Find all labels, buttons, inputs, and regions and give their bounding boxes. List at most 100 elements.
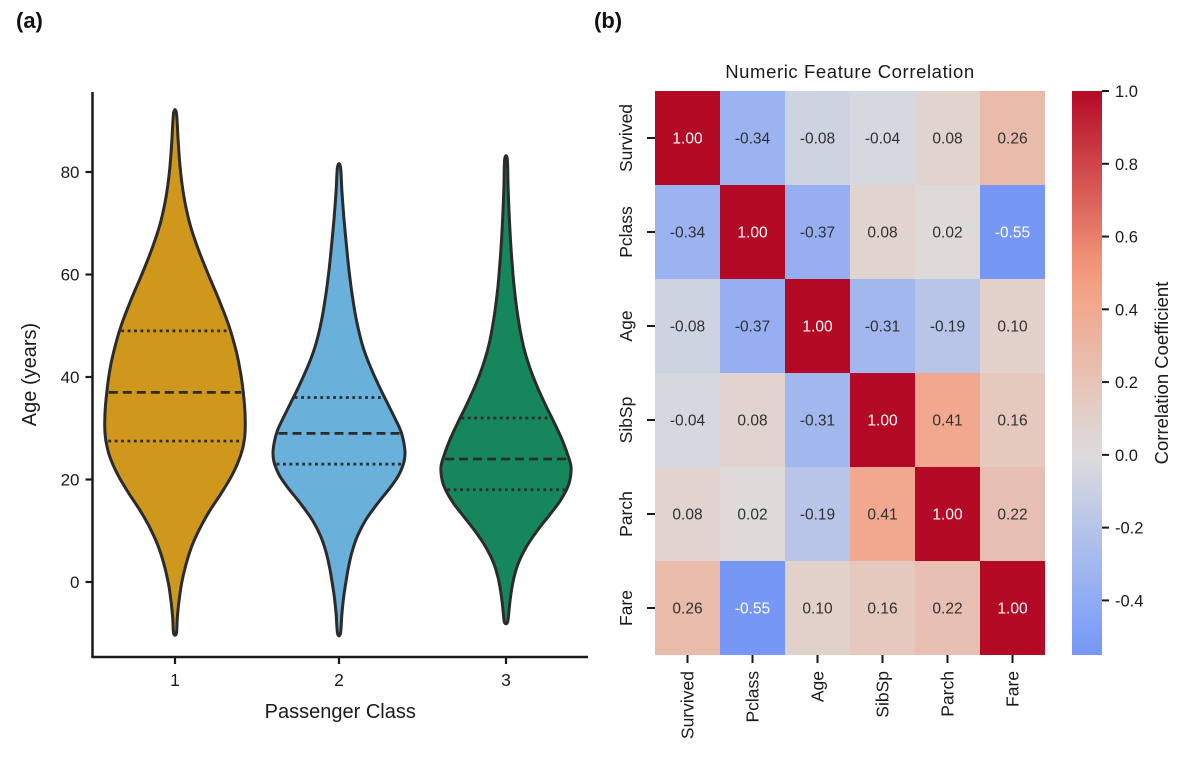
x-axis-label: Passenger Class bbox=[265, 701, 416, 723]
x-tick-label: 3 bbox=[501, 670, 511, 690]
heatmap-cell-SibSp-Age bbox=[785, 373, 850, 467]
heatmap-cell-Survived-SibSp bbox=[850, 91, 915, 185]
heatmap-cell-Fare-SibSp bbox=[850, 561, 915, 655]
col-label-Pclass: Pclass bbox=[743, 671, 763, 723]
heatmap-cell-Survived-Survived bbox=[655, 91, 720, 185]
heatmap-cell-SibSp-Pclass bbox=[720, 373, 785, 467]
heatmap-cell-value: -0.55 bbox=[995, 225, 1030, 242]
heatmap-cell-SibSp-Fare bbox=[980, 373, 1045, 467]
colorbar-label: Correlation Coefficient bbox=[1151, 282, 1172, 465]
heatmap-cell-Survived-Parch bbox=[915, 91, 980, 185]
col-label-Parch: Parch bbox=[938, 671, 958, 717]
heatmap-cell-Pclass-Age bbox=[785, 185, 850, 279]
row-label-Pclass: Pclass bbox=[616, 206, 636, 258]
heatmap-cell-Parch-Age bbox=[785, 467, 850, 561]
heatmap-title: Numeric Feature Correlation bbox=[725, 61, 975, 82]
heatmap-cell-value: 0.22 bbox=[932, 601, 962, 618]
heatmap-cell-value: -0.31 bbox=[800, 413, 835, 430]
y-tick-label: 80 bbox=[61, 163, 80, 182]
heatmap-cell-Age-Survived bbox=[655, 279, 720, 373]
correlation-heatmap: Numeric Feature Correlation 1.00 -0.34 -0.0… bbox=[616, 61, 1172, 739]
y-axis-label: Age (years) bbox=[19, 323, 41, 426]
heatmap-cell-value: 0.02 bbox=[737, 507, 767, 524]
panel-b-label: (b) bbox=[594, 8, 623, 33]
colorbar-tick-label: -0.4 bbox=[1115, 592, 1143, 610]
heatmap-cell-value: -0.19 bbox=[930, 319, 965, 336]
heatmap-cell-value: 0.26 bbox=[997, 131, 1027, 148]
heatmap-cell-Parch-Survived bbox=[655, 467, 720, 561]
y-tick-label: 60 bbox=[61, 266, 80, 285]
heatmap-cell-value: -0.37 bbox=[800, 225, 835, 242]
heatmap-cell-value: -0.34 bbox=[735, 131, 771, 148]
violin-class-3 bbox=[439, 154, 573, 626]
heatmap-cell-value: 0.22 bbox=[997, 507, 1027, 524]
heatmap-cell-value: 1.00 bbox=[997, 601, 1028, 618]
heatmap-cell-Pclass-SibSp bbox=[850, 185, 915, 279]
colorbar-tick-label: 0.4 bbox=[1115, 301, 1138, 319]
heatmap-cell-value: 0.16 bbox=[867, 601, 897, 618]
heatmap-cell-Fare-Parch bbox=[915, 561, 980, 655]
heatmap-cell-value: 1.00 bbox=[737, 225, 768, 242]
heatmap-cell-Age-SibSp bbox=[850, 279, 915, 373]
row-label-SibSp: SibSp bbox=[616, 397, 636, 444]
panel-a-label: (a) bbox=[16, 8, 43, 33]
heatmap-cell-value: 0.10 bbox=[997, 319, 1028, 336]
violin-class-1 bbox=[103, 108, 247, 637]
heatmap-cell-Age-Pclass bbox=[720, 279, 785, 373]
row-label-Age: Age bbox=[616, 310, 636, 341]
heatmap-cell-value: -0.55 bbox=[735, 601, 770, 618]
heatmap-cell-value: -0.04 bbox=[670, 413, 706, 430]
heatmap-cell-value: 0.08 bbox=[737, 413, 767, 430]
row-label-Parch: Parch bbox=[616, 491, 636, 537]
heatmap-cell-value: 1.00 bbox=[932, 507, 963, 524]
heatmap-cell-Age-Parch bbox=[915, 279, 980, 373]
heatmap-cell-Fare-Fare bbox=[980, 561, 1045, 655]
heatmap-cell-SibSp-SibSp bbox=[850, 373, 915, 467]
heatmap-cell-Age-Fare bbox=[980, 279, 1045, 373]
heatmap-cell-Survived-Pclass bbox=[720, 91, 785, 185]
heatmap-cell-Fare-Age bbox=[785, 561, 850, 655]
heatmap-cell-value: -0.31 bbox=[865, 319, 900, 336]
colorbar-tick-label: 1.0 bbox=[1115, 83, 1138, 101]
heatmap-cell-value: -0.08 bbox=[800, 131, 835, 148]
colorbar-tick-label: 0.2 bbox=[1115, 374, 1138, 392]
heatmap-cell-Pclass-Survived bbox=[655, 185, 720, 279]
heatmap-cell-Fare-Pclass bbox=[720, 561, 785, 655]
heatmap-cell-value: 1.00 bbox=[672, 131, 703, 148]
heatmap-cell-value: 0.41 bbox=[867, 507, 897, 524]
heatmap-cell-value: 0.08 bbox=[932, 131, 962, 148]
violin-plot: 0 20 40 60 80 1 2 3 Passenger Class Age (years) bbox=[19, 92, 588, 723]
heatmap-cell-value: 0.26 bbox=[672, 601, 702, 618]
heatmap-cell-value: 0.08 bbox=[672, 507, 702, 524]
y-tick-label: 40 bbox=[61, 368, 80, 387]
heatmap-cell-value: 0.16 bbox=[997, 413, 1027, 430]
col-label-Fare: Fare bbox=[1003, 671, 1023, 707]
heatmap-cell-value: 0.08 bbox=[867, 225, 897, 242]
heatmap-cell-value: -0.04 bbox=[865, 131, 901, 148]
heatmap-cell-Pclass-Fare bbox=[980, 185, 1045, 279]
heatmap-cell-Parch-Pclass bbox=[720, 467, 785, 561]
heatmap-cell-value: -0.34 bbox=[670, 225, 706, 242]
colorbar-tick-label: 0.8 bbox=[1115, 156, 1138, 174]
heatmap-cell-Pclass-Pclass bbox=[720, 185, 785, 279]
col-label-Survived: Survived bbox=[678, 671, 698, 739]
colorbar-tick-label: 0.0 bbox=[1115, 447, 1138, 465]
row-label-Survived: Survived bbox=[616, 104, 636, 172]
y-tick-label: 20 bbox=[61, 471, 80, 490]
heatmap-cell-Parch-Parch bbox=[915, 467, 980, 561]
heatmap-cell-SibSp-Survived bbox=[655, 373, 720, 467]
heatmap-cell-Survived-Fare bbox=[980, 91, 1045, 185]
heatmap-cell-SibSp-Parch bbox=[915, 373, 980, 467]
heatmap-cell-value: 0.10 bbox=[802, 601, 833, 618]
heatmap-cell-value: 1.00 bbox=[867, 413, 898, 430]
violin-class-2 bbox=[271, 162, 407, 638]
heatmap-cell-Pclass-Parch bbox=[915, 185, 980, 279]
heatmap-cell-value: 0.41 bbox=[932, 413, 962, 430]
x-tick-label: 2 bbox=[334, 670, 344, 690]
heatmap-cell-Parch-SibSp bbox=[850, 467, 915, 561]
heatmap-cell-Survived-Age bbox=[785, 91, 850, 185]
col-label-SibSp: SibSp bbox=[873, 671, 893, 718]
y-tick-label: 0 bbox=[70, 573, 79, 592]
heatmap-cell-value: -0.37 bbox=[735, 319, 770, 336]
colorbar-tick-label: -0.2 bbox=[1115, 520, 1143, 538]
